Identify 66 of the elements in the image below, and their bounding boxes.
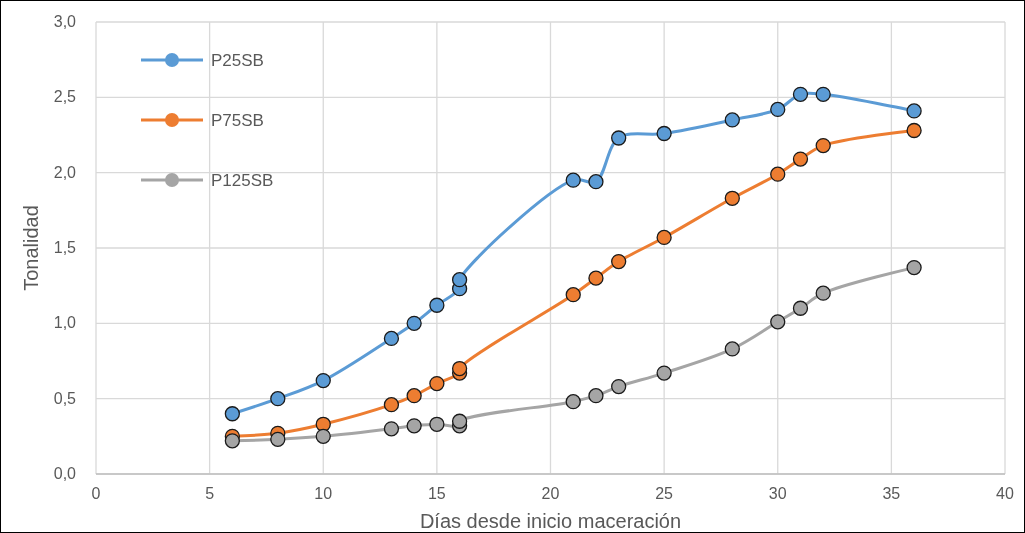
point [724,341,740,357]
point [656,365,672,381]
x-tick-label: 30 [768,485,787,502]
point [770,314,786,330]
point [792,86,809,102]
point [724,190,740,206]
point [270,431,286,447]
y-tick-label: 1,0 [53,314,77,332]
x-tick-label: 25 [655,485,674,502]
point [611,130,627,146]
point [906,122,922,139]
x-tick-label: 10 [314,485,333,502]
x-tick-label: 35 [882,485,901,502]
point [611,378,627,395]
point [406,388,422,404]
point [224,433,240,449]
point [724,112,740,128]
x-tick-label: 20 [541,485,560,502]
point [429,297,445,313]
point [815,137,831,154]
x-tick-label: 0 [91,485,101,502]
point [270,391,286,407]
point [792,300,809,316]
y-tick-label: 1,5 [53,239,77,256]
x-axis-title: Días desde inicio maceración [419,510,682,532]
point [315,372,331,389]
point [792,151,809,167]
point [611,253,627,270]
point [815,86,831,102]
point [906,259,922,276]
y-tick-label: 3,0 [53,13,77,30]
point [383,330,400,347]
point [565,394,581,410]
point [429,416,445,432]
y-tick-label: 0,5 [53,389,77,407]
x-tick-label: 5 [205,485,215,502]
x-tick-label: 15 [427,485,446,502]
point [224,406,240,422]
point [451,271,468,288]
point [383,421,400,437]
point [383,397,400,413]
legend-label: P125SB [211,171,274,190]
y-tick-label: 2,0 [53,163,77,181]
point [565,287,581,303]
point [406,418,422,434]
y-axis-title: Tonalidad [20,205,42,291]
y-tick-label: 0,0 [53,465,77,482]
point [770,166,786,182]
point [565,172,581,188]
point [656,125,672,142]
point [588,270,604,286]
point [588,174,604,190]
legend-label: P75SB [211,111,264,130]
point [815,285,831,301]
point [451,360,468,377]
x-tick-label: 40 [996,485,1014,502]
point [429,375,445,392]
point [588,388,604,404]
point [406,315,422,331]
point [906,103,922,119]
y-tick-label: 2,5 [53,88,77,106]
legend-label: P25SB [211,51,264,70]
point [315,428,331,444]
point [451,413,468,429]
point [656,229,672,246]
point [770,101,786,118]
